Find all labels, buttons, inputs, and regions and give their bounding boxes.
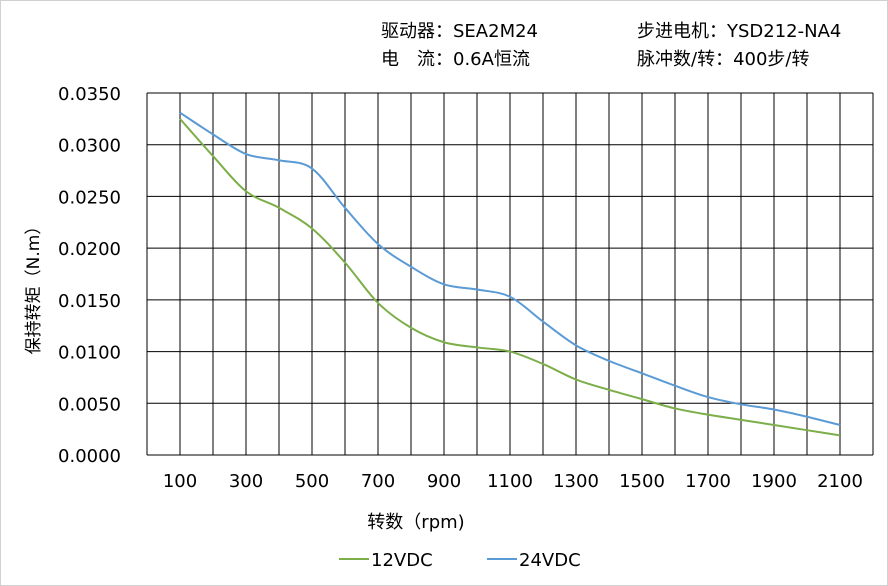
x-tick-label: 1900 [751,471,797,492]
legend-label: 12VDC [371,550,433,571]
x-tick-label: 1700 [685,471,731,492]
x-tick-label: 700 [361,471,395,492]
driver-label: 驱动器：SEA2M24 [381,21,538,42]
y-axis-label: 保持转矩（N.m） [24,218,44,355]
y-tick-label: 0.0350 [58,84,121,105]
x-tick-label: 500 [295,471,329,492]
legend-label: 24VDC [519,550,581,571]
y-tick-label: 0.0250 [58,187,121,208]
y-tick-labels: 0.0000 0.0050 0.0100 0.0150 0.0200 0.0250 0.03… [58,84,121,467]
series-lines [179,111,841,437]
y-tick-label: 0.0000 [58,446,121,467]
x-axis-label: 转数（rpm) [367,512,464,533]
y-tick-label: 0.0150 [58,291,121,312]
pulses-label: 脉冲数/转：400步/转 [637,49,810,70]
series-line-24VDC [179,111,841,426]
x-tick-label: 1100 [487,471,533,492]
legend: 12VDC 24VDC [339,550,581,571]
x-tick-labels: 100 300 500 700 900 1100 1300 1500 1700 1900 2100 [163,471,863,492]
motor-label: 步进电机：YSD212-NA4 [637,21,842,42]
y-tick-label: 0.0300 [58,136,121,157]
x-tick-label: 1500 [619,471,665,492]
y-tick-label: 0.0200 [58,239,121,260]
x-tick-label: 1300 [553,471,599,492]
series-line-12VDC [179,118,841,437]
x-tick-label: 300 [229,471,263,492]
grid [146,92,874,456]
x-tick-label: 100 [163,471,197,492]
y-tick-label: 0.0050 [58,394,121,415]
y-tick-label: 0.0100 [58,343,121,364]
current-label: 电 流：0.6A恒流 [381,49,530,70]
x-tick-label: 900 [427,471,461,492]
x-tick-label: 2100 [817,471,863,492]
